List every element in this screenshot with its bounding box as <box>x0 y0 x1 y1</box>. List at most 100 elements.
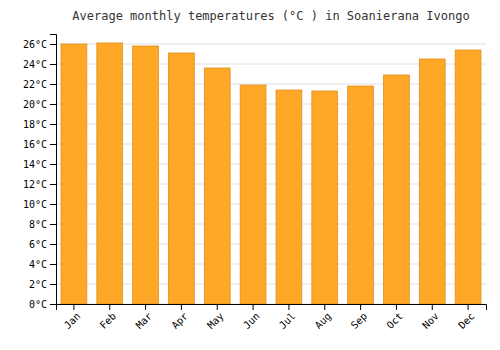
y-tick-label: 8°C <box>29 219 47 230</box>
y-tick-label: 20°C <box>23 99 47 110</box>
y-tick-label: 24°C <box>23 59 47 70</box>
y-tick-label: 2°C <box>29 279 47 290</box>
bars <box>61 43 481 304</box>
x-tick: Jul <box>277 304 298 331</box>
y-tick-label: 14°C <box>23 159 47 170</box>
x-tick-mark <box>288 304 289 310</box>
bar <box>61 44 87 304</box>
y-tick: 20°C <box>23 99 56 110</box>
x-tick-mark <box>468 304 469 310</box>
x-tick: Nov <box>420 304 441 331</box>
x-tick-label: May <box>205 310 226 331</box>
x-tick-label: Dec <box>456 310 477 331</box>
y-tick: 16°C <box>23 139 56 150</box>
y-tick-mark <box>50 164 56 165</box>
y-tick-mark <box>50 124 56 125</box>
bar <box>312 91 338 304</box>
x-tick-mark <box>73 304 74 310</box>
x-tick-label: Nov <box>420 310 441 331</box>
x-tick-label: Feb <box>98 310 119 331</box>
y-tick: 10°C <box>23 199 56 210</box>
x-tick-mark <box>396 304 397 310</box>
y-tick-label: 26°C <box>23 39 47 50</box>
chart-svg: 0°C 2°C 4°C 6°C 8°C 10°C 12°C 14°C 16°C 18°C 20°C 2… <box>0 0 500 350</box>
y-tick-mark <box>50 284 56 285</box>
y-tick-mark <box>50 144 56 145</box>
x-tick-label: Jul <box>277 310 298 331</box>
y-tick-mark <box>50 84 56 85</box>
y-tick: 22°C <box>23 79 56 90</box>
y-tick: 0°C <box>29 299 56 310</box>
y-tick-mark <box>50 184 56 185</box>
y-tick: 24°C <box>23 59 56 70</box>
x-tick-label: Mar <box>134 310 155 331</box>
y-tick: 4°C <box>29 259 56 270</box>
x-axis-line <box>57 305 487 311</box>
y-tick-label: 10°C <box>23 199 47 210</box>
plot-area: 0°C 2°C 4°C 6°C 8°C 10°C 12°C 14°C 16°C 18°C 20°C 2… <box>23 35 487 331</box>
chart-container: 0°C 2°C 4°C 6°C 8°C 10°C 12°C 14°C 16°C 18°C 20°C 2… <box>0 0 500 350</box>
x-tick-label: Oct <box>384 310 405 331</box>
x-tick-label: Jan <box>62 310 83 331</box>
y-tick: 14°C <box>23 159 56 170</box>
y-tick-label: 22°C <box>23 79 47 90</box>
grid <box>56 44 486 304</box>
x-tick: May <box>205 304 226 331</box>
y-tick-mark <box>50 224 56 225</box>
bar <box>97 43 123 304</box>
x-tick-mark <box>432 304 433 310</box>
x-tick: Apr <box>169 304 190 331</box>
bar <box>348 86 374 304</box>
bar <box>133 46 159 304</box>
title: Average monthly temperatures (°C ) in So… <box>72 9 469 23</box>
y-tick-label: 16°C <box>23 139 47 150</box>
y-tick-mark <box>50 204 56 205</box>
y-tick: 2°C <box>29 279 56 290</box>
y-tick-mark <box>50 244 56 245</box>
bar <box>455 50 481 304</box>
y-tick: 18°C <box>23 119 56 130</box>
y-tick: 12°C <box>23 179 56 190</box>
x-tick-mark <box>145 304 146 310</box>
bar <box>204 68 230 304</box>
y-tick-label: 18°C <box>23 119 47 130</box>
x-tick-mark <box>253 304 254 310</box>
x-tick-label: Jun <box>241 310 262 331</box>
x-tick: Jan <box>62 304 83 331</box>
x-tick: Feb <box>98 304 119 331</box>
x-tick: Mar <box>134 304 155 331</box>
y-axis: 0°C 2°C 4°C 6°C 8°C 10°C 12°C 14°C 16°C 18°C 20°C 2… <box>23 35 57 310</box>
y-tick-mark <box>50 104 56 105</box>
y-tick-label: 4°C <box>29 259 47 270</box>
x-tick-mark <box>360 304 361 310</box>
y-tick-mark <box>50 304 56 305</box>
bar <box>240 85 266 304</box>
bar <box>384 75 410 304</box>
x-tick: Aug <box>313 304 334 331</box>
x-axis: Jan Feb Mar Apr May Jun Jul Aug Sep Oct Nov Dec <box>57 304 487 331</box>
y-tick-label: 0°C <box>29 299 47 310</box>
y-tick-label: 6°C <box>29 239 47 250</box>
x-tick-mark <box>324 304 325 310</box>
y-axis-line <box>50 35 57 305</box>
bar <box>419 59 445 304</box>
x-tick-label: Aug <box>313 310 334 331</box>
y-tick-label: 12°C <box>23 179 47 190</box>
x-tick: Jun <box>241 304 262 331</box>
bar <box>169 53 195 304</box>
x-tick-mark <box>217 304 218 310</box>
y-tick: 8°C <box>29 219 56 230</box>
bar <box>276 90 302 304</box>
y-tick: 26°C <box>23 39 56 50</box>
y-tick-mark <box>50 44 56 45</box>
x-tick-label: Sep <box>349 310 370 331</box>
y-tick-mark <box>50 64 56 65</box>
x-tick-label: Apr <box>169 310 190 331</box>
x-tick: Oct <box>384 304 405 331</box>
x-tick-mark <box>109 304 110 310</box>
y-tick-mark <box>50 264 56 265</box>
x-tick: Sep <box>349 304 370 331</box>
x-tick: Dec <box>456 304 477 331</box>
x-tick-mark <box>181 304 182 310</box>
y-tick: 6°C <box>29 239 56 250</box>
